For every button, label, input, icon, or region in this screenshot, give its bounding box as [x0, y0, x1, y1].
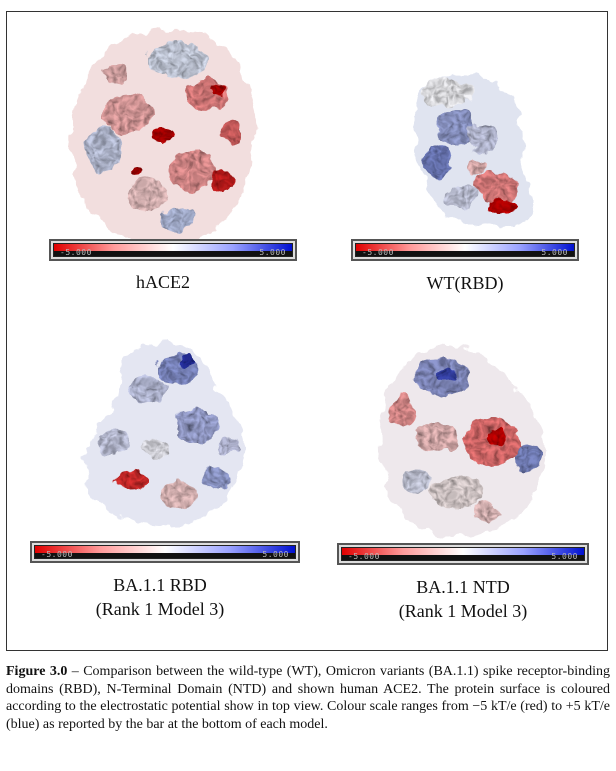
panel-title-wt-rbd: WT(RBD) — [426, 273, 504, 293]
scale-bar-hace2: -5.000 5.000 — [49, 239, 297, 261]
panel-title-ba11-ntd: BA.1.1 NTD — [416, 577, 510, 597]
protein-surface-ba11-ntd — [380, 345, 544, 536]
protein-surface-ba11-rbd — [84, 342, 243, 526]
figure-caption: Figure 3.0 – Comparison between the wild… — [6, 663, 610, 733]
panel-title-hace2: hACE2 — [136, 272, 190, 292]
panel-title-ba11-rbd: BA.1.1 RBD — [113, 575, 207, 595]
scale-min-label: -5.000 — [362, 248, 394, 257]
protein-surface-hace2 — [71, 29, 256, 243]
scale-bar-ba11-rbd: -5.000 5.000 — [30, 541, 300, 563]
figure-frame: -5.000 5.000 hACE2 — [6, 11, 608, 651]
scale-min-label: -5.000 — [41, 550, 73, 559]
scale-max-label: 5.000 — [551, 552, 578, 561]
panel-subtitle-ba11-rbd: (Rank 1 Model 3) — [95, 599, 225, 619]
panel-wt-rbd: -5.000 5.000 WT(RBD) — [307, 12, 607, 312]
panel-ba11-rbd: -5.000 5.000 BA.1.1 RBD (Rank 1 Model 3) — [7, 312, 307, 632]
panel-ba11-ntd: -5.000 5.000 BA.1.1 NTD (Rank 1 Model 3) — [307, 312, 607, 632]
caption-text: – Comparison between the wild-type (WT),… — [6, 664, 610, 732]
scale-bar-ba11-ntd: -5.000 5.000 — [337, 543, 589, 565]
panel-hace2: -5.000 5.000 hACE2 — [7, 12, 307, 312]
scale-max-label: 5.000 — [262, 550, 289, 559]
scale-bar-wt-rbd: -5.000 5.000 — [351, 239, 579, 261]
scale-min-label: -5.000 — [60, 248, 92, 257]
panel-subtitle-ba11-ntd: (Rank 1 Model 3) — [398, 601, 528, 621]
scale-max-label: 5.000 — [541, 248, 568, 257]
scale-max-label: 5.000 — [259, 248, 286, 257]
scale-min-label: -5.000 — [348, 552, 380, 561]
protein-surface-wt-rbd — [413, 74, 533, 228]
figure-label: Figure 3.0 — [6, 664, 68, 679]
